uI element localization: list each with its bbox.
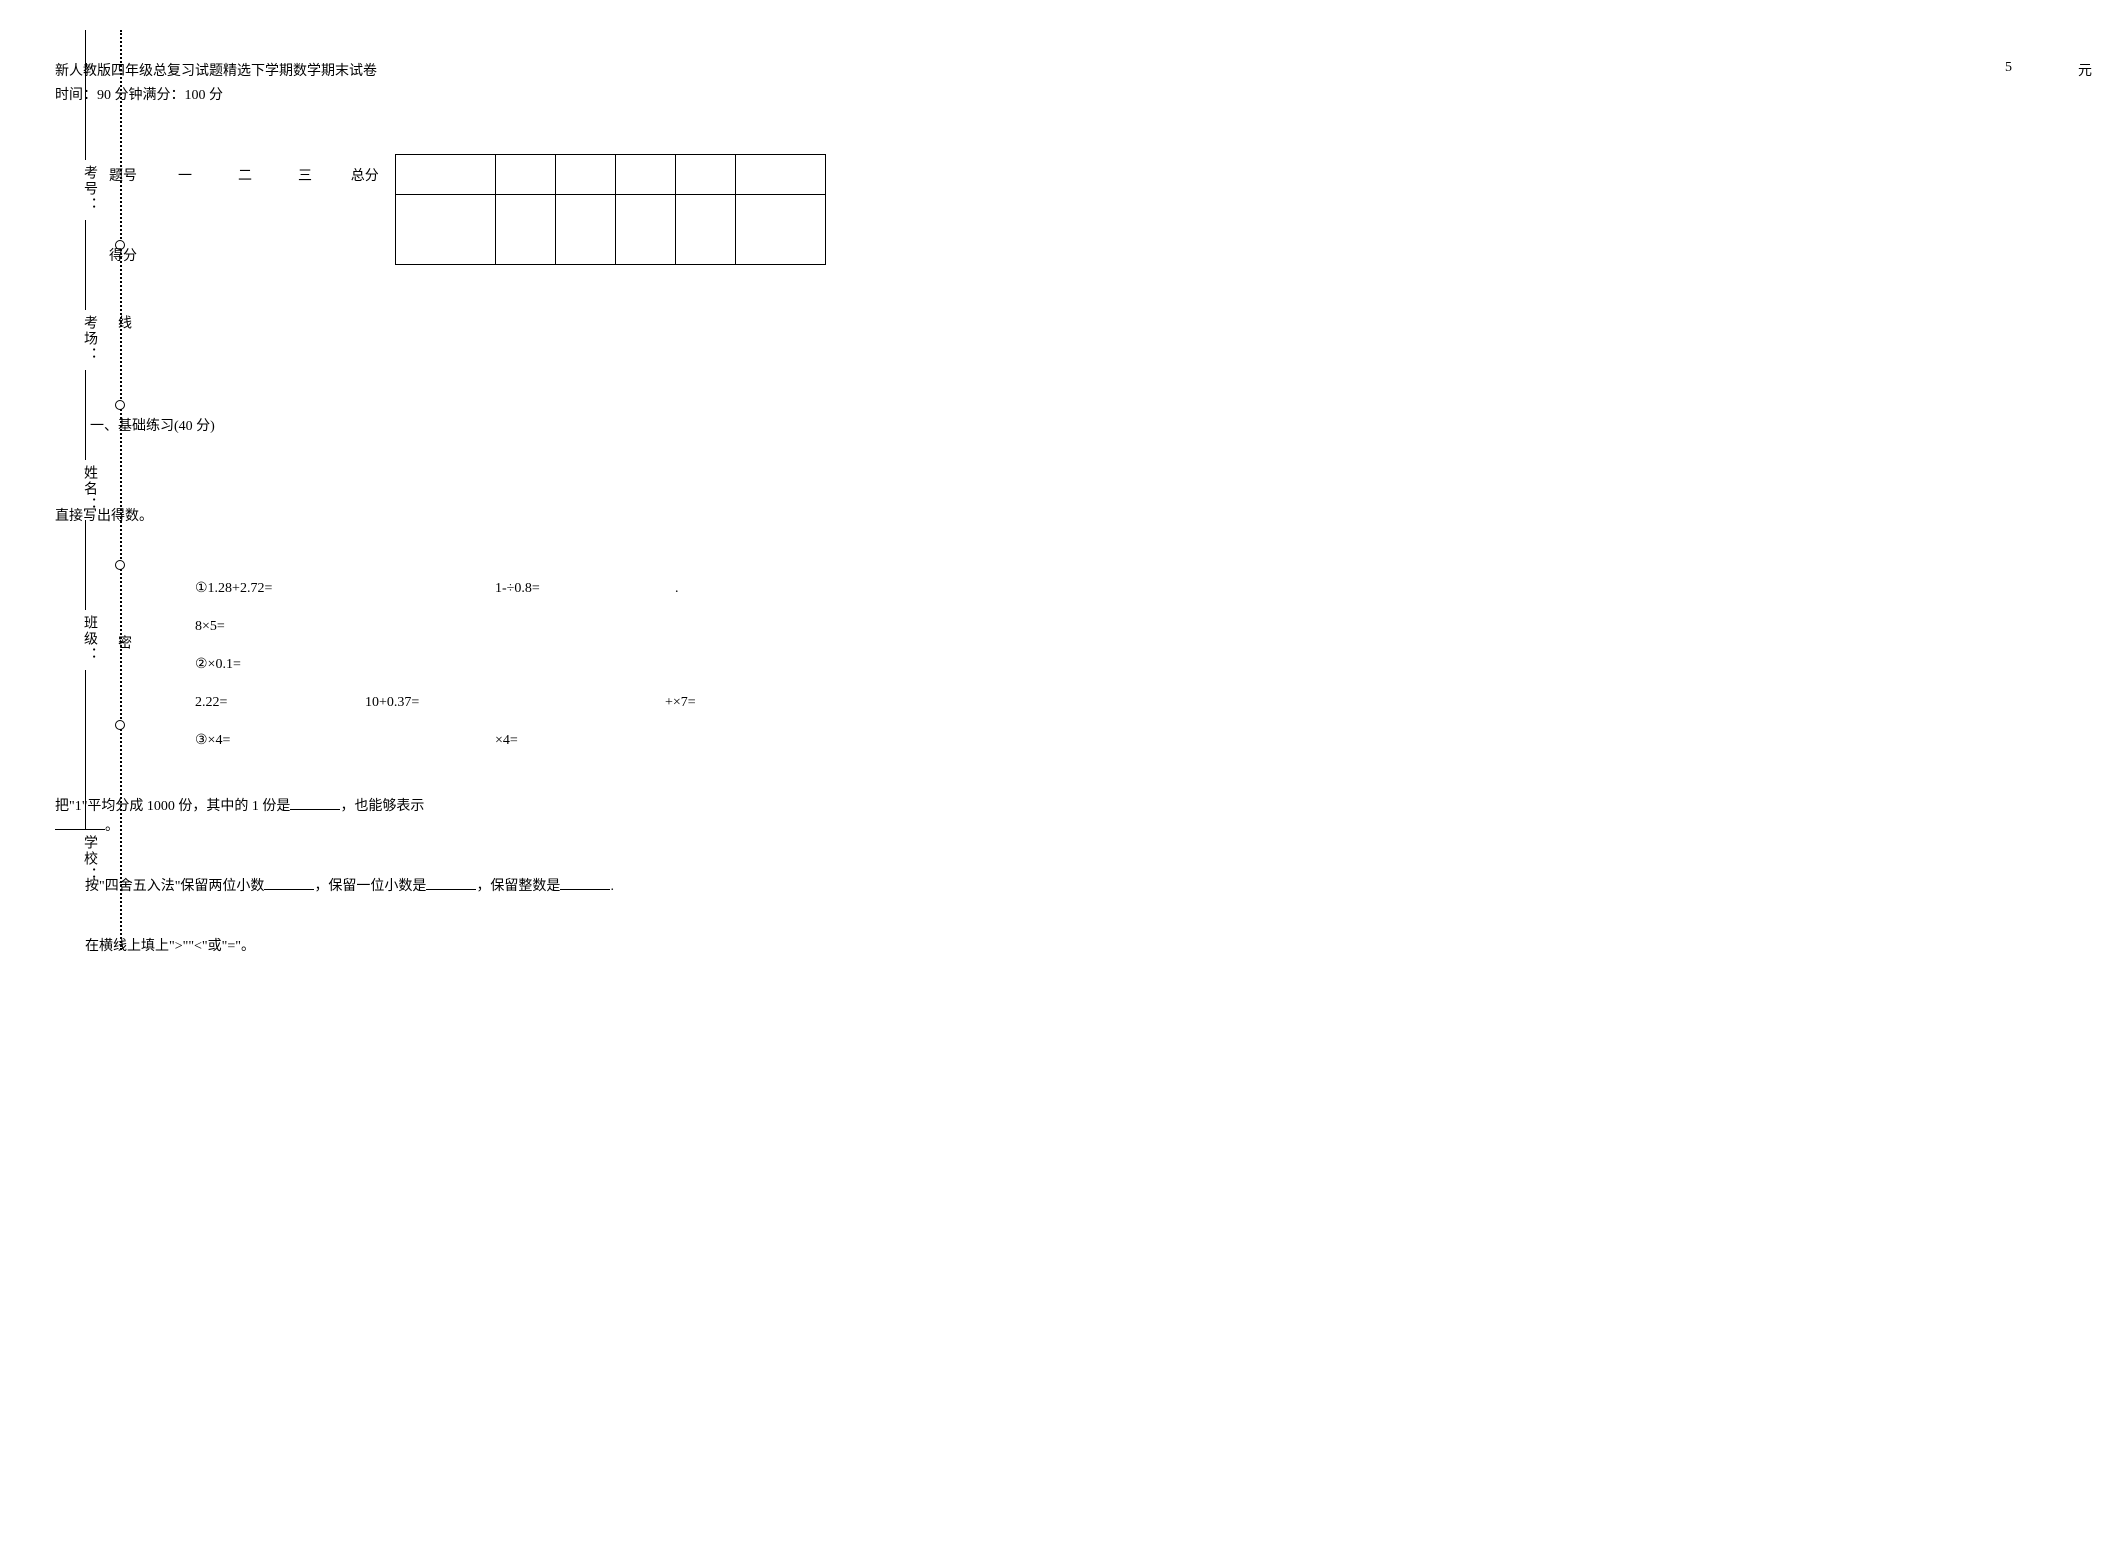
math-item: 8×5= <box>195 613 345 641</box>
table-cell <box>615 195 675 265</box>
question-3: 按"四舍五入法"保留两位小数 ，保留一位小数是 ，保留整数是. <box>85 875 1155 895</box>
blank <box>560 876 610 890</box>
question-2: 把"1"平均分成 1000 份，其中的 1 份是 ，也能够表示 。 <box>55 795 1155 835</box>
question-4: 在横线上填上">""<"或"="。 <box>85 935 1155 955</box>
table-row: 题号 一 二 三 总分 <box>95 155 825 195</box>
page-number: 5 <box>2005 60 2012 76</box>
q3-text-3: ，保留整数是 <box>476 879 560 894</box>
math-item: 2.22= <box>195 689 365 717</box>
table-cell <box>215 195 275 265</box>
col-header: 总分 <box>335 155 395 195</box>
table-cell <box>395 195 495 265</box>
row-label: 得分 <box>95 195 155 265</box>
table-cell <box>155 195 215 265</box>
math-row: ①1.28+2.72= 1-÷0.8= . <box>195 575 1155 603</box>
math-item: 10+0.37= <box>365 689 665 717</box>
table-cell <box>395 155 495 195</box>
q2-text-end: 。 <box>105 819 119 834</box>
exam-page: 5 元 考号： 考场： 姓名： 班级： 学校： 线 密 新人教版四年级总复习试题… <box>0 0 2112 30</box>
table-cell <box>735 155 825 195</box>
col-header: 二 <box>215 155 275 195</box>
q2-text-after: ，也能够表示 <box>340 799 424 814</box>
math-row: ③×4= ×4= <box>195 727 1155 755</box>
table-row: 得分 <box>95 195 825 265</box>
currency-unit: 元 <box>2078 60 2092 80</box>
table-cell <box>555 195 615 265</box>
q3-text-4: . <box>610 879 614 894</box>
math-item: +×7= <box>665 689 815 717</box>
math-row: 2.22= 10+0.37= +×7= <box>195 689 1155 717</box>
blank <box>55 816 105 830</box>
table-cell <box>675 155 735 195</box>
math-item: ②×0.1= <box>195 651 345 679</box>
table-cell <box>275 195 335 265</box>
math-row: ②×0.1= <box>195 651 1155 679</box>
section-1-title: 一、基础练习(40 分) <box>90 415 1155 435</box>
math-item: 1-÷0.8= <box>495 575 675 603</box>
table-cell <box>495 195 555 265</box>
math-item: ①1.28+2.72= <box>195 575 495 603</box>
q2-text-before: 把"1"平均分成 1000 份，其中的 1 份是 <box>55 799 290 814</box>
content-area: 新人教版四年级总复习试题精选下学期数学期末试卷 时间：90 分钟满分：100 分… <box>55 60 1155 955</box>
table-cell <box>735 195 825 265</box>
math-item: ×4= <box>495 727 645 755</box>
math-item: . <box>675 575 825 603</box>
table-cell <box>335 195 395 265</box>
blank <box>426 876 476 890</box>
exam-subtitle: 时间：90 分钟满分：100 分 <box>55 84 1155 104</box>
row-label: 题号 <box>95 155 155 195</box>
blank <box>290 796 340 810</box>
q3-text-2: ，保留一位小数是 <box>314 879 426 894</box>
table-cell <box>615 155 675 195</box>
question-1: 直接写出得数。 <box>55 505 1155 525</box>
math-item: ③×4= <box>195 727 495 755</box>
table-cell <box>675 195 735 265</box>
table-cell <box>555 155 615 195</box>
exam-title: 新人教版四年级总复习试题精选下学期数学期末试卷 <box>55 60 1155 80</box>
blank <box>264 876 314 890</box>
col-header: 三 <box>275 155 335 195</box>
table-cell <box>495 155 555 195</box>
col-header: 一 <box>155 155 215 195</box>
score-table: 题号 一 二 三 总分 得分 <box>95 154 826 265</box>
math-row: 8×5= <box>195 613 1155 641</box>
q3-text-1: 按"四舍五入法"保留两位小数 <box>85 879 264 894</box>
